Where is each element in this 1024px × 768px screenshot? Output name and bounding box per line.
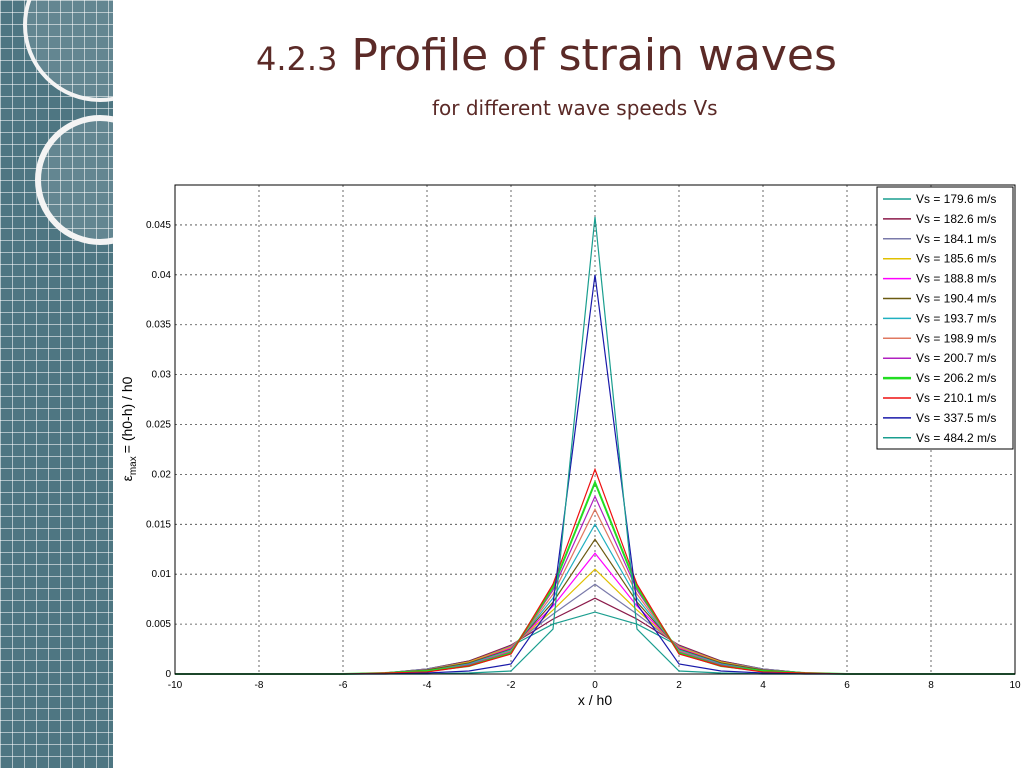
x-tick-label: -2	[507, 680, 516, 691]
x-axis-label: x / h0	[578, 692, 612, 708]
x-tick-label: 4	[760, 680, 766, 691]
legend-entry: Vs = 182.6 m/s	[916, 212, 996, 226]
y-axis-label: εmax = (h0-h) / h0	[119, 376, 139, 481]
slide-title-number: 4.2.3	[256, 40, 338, 78]
plot-frame	[174, 184, 1016, 675]
x-tick-label: 6	[844, 680, 850, 691]
y-tick-label: 0	[165, 669, 171, 680]
x-tick-label: 2	[676, 680, 682, 691]
legend-entry: Vs = 210.1 m/s	[916, 391, 996, 405]
y-tick-label: 0.04	[152, 270, 172, 281]
x-tick-label: -4	[423, 680, 432, 691]
legend-entry: Vs = 184.1 m/s	[916, 232, 996, 246]
x-tick-label: 10	[1009, 680, 1021, 691]
legend-entry: Vs = 206.2 m/s	[916, 371, 996, 385]
legend-entry: Vs = 179.6 m/s	[916, 192, 996, 206]
y-tick-label: 0.02	[152, 469, 172, 480]
y-tick-label: 0.01	[152, 569, 172, 580]
y-tick-label: 0.015	[146, 519, 171, 530]
y-axis-label-subscript: max	[128, 456, 139, 475]
x-tick-label: -10	[168, 680, 183, 691]
decorative-circles	[23, 0, 113, 245]
y-tick-label: 0.005	[146, 619, 171, 630]
x-tick-label: 0	[592, 680, 598, 691]
x-tick-label: 8	[928, 680, 934, 691]
axis-ticks: -10 -8 -6 -4 -2 0 2 4 6 8 10 0 0.005 0.01 0.015 0.02 0.0…	[146, 220, 1021, 691]
slide-title: 4.2.3 Profile of strain waves	[256, 30, 956, 83]
legend-entry: Vs = 185.6 m/s	[916, 252, 996, 266]
legend-entry: Vs = 200.7 m/s	[916, 351, 996, 365]
legend-entry: Vs = 190.4 m/s	[916, 292, 996, 306]
y-tick-label: 0.025	[146, 420, 171, 431]
strain-profile-chart: -10 -8 -6 -4 -2 0 2 4 6 8 10 0 0.005 0.01 0.015 0.02 0.0…	[119, 184, 1021, 708]
x-tick-label: -6	[339, 680, 348, 691]
legend-entry: Vs = 198.9 m/s	[916, 331, 996, 345]
y-tick-label: 0.035	[146, 320, 171, 331]
legend-entry: Vs = 484.2 m/s	[916, 431, 996, 445]
legend-entry: Vs = 188.8 m/s	[916, 272, 996, 286]
legend: Vs = 179.6 m/s Vs = 182.6 m/s Vs = 184.1 m…	[876, 186, 1014, 450]
legend-entry: Vs = 337.5 m/s	[916, 411, 996, 425]
slide-subtitle: for different wave speeds Vs	[432, 96, 718, 120]
decorative-circle-bottom	[35, 115, 113, 245]
x-tick-label: -8	[255, 680, 264, 691]
y-axis-label-symbol: ε	[119, 475, 135, 481]
legend-entry: Vs = 193.7 m/s	[916, 311, 996, 325]
y-tick-label: 0.03	[152, 370, 172, 381]
side-panel	[0, 0, 113, 768]
decorative-circle-top	[23, 0, 113, 102]
y-tick-label: 0.045	[146, 220, 171, 231]
y-axis-label-rest: = (h0-h) / h0	[119, 376, 135, 453]
slide-title-text: Profile of strain waves	[351, 30, 837, 81]
